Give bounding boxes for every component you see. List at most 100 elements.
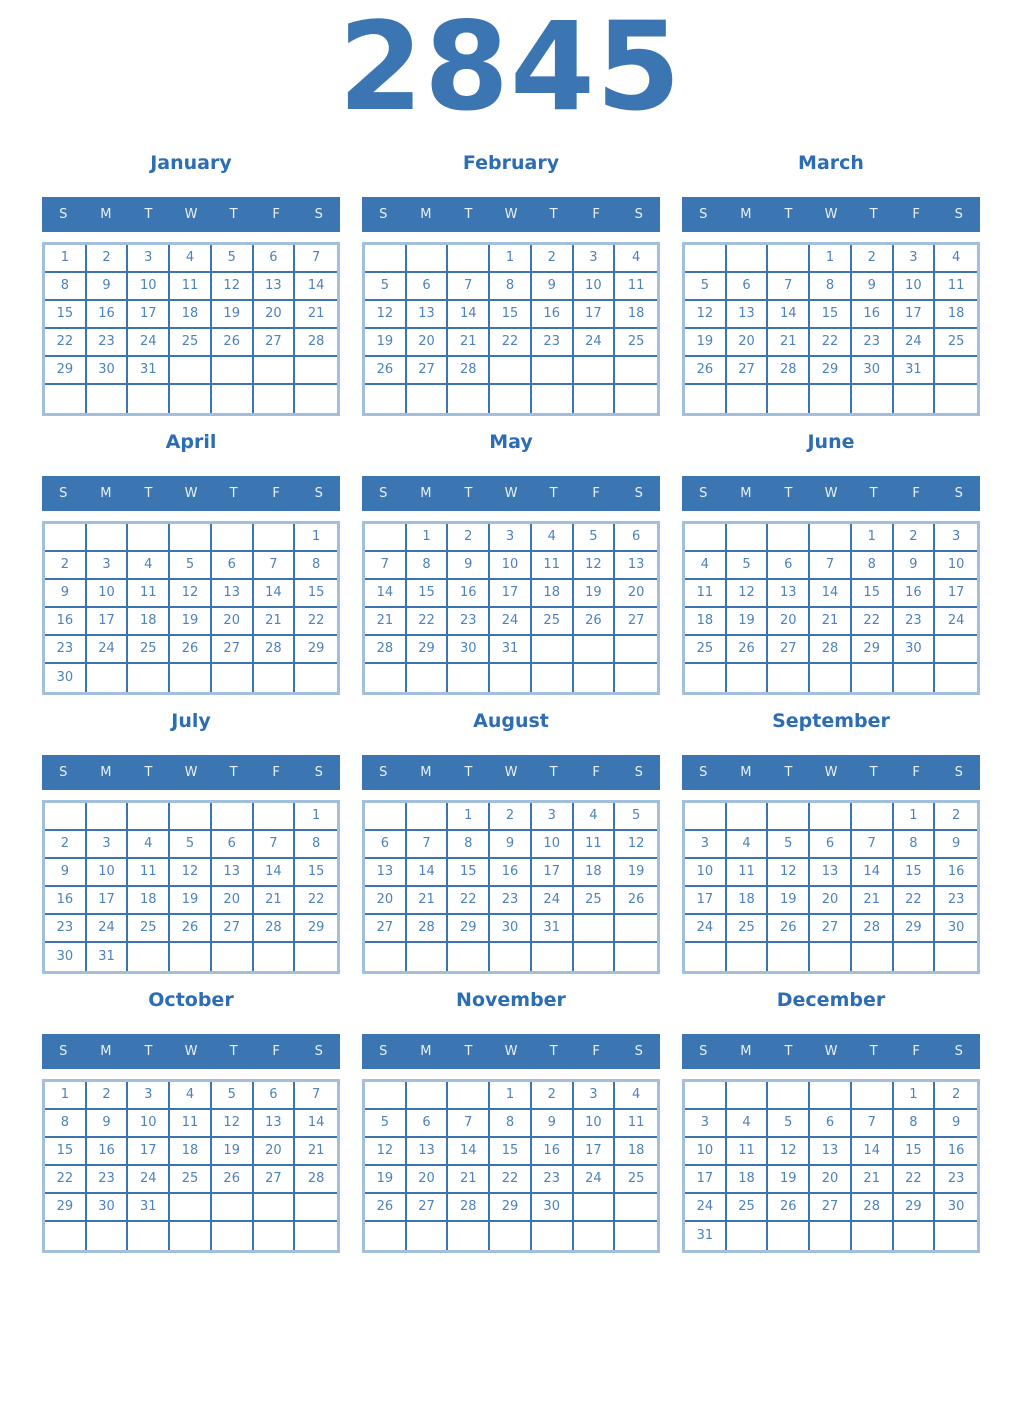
weekday-label: W	[824, 206, 838, 222]
month-september: September S M T W T F S 1 2 3 4 5 6 7 8 9 10 11 12 13 14 15 16 1…	[682, 708, 980, 974]
day-grid: 1 2 3 4 5 6 7 8 9 10 11 12 13 14 15 16 17 18 19 20 21 22 23 24 2…	[42, 799, 340, 974]
day-cell: 18	[170, 300, 212, 329]
day-cell: 8	[893, 830, 936, 859]
day-cell: 25	[128, 914, 171, 943]
day-cell: 26	[211, 328, 254, 357]
weekday-label: T	[464, 764, 473, 780]
day-cell: 10	[490, 551, 532, 580]
day-cell: 23	[893, 607, 936, 636]
day-cell: 10	[128, 272, 171, 301]
day-cell-empty	[768, 663, 811, 692]
day-cell-empty	[574, 384, 616, 413]
day-cell: 14	[253, 579, 296, 608]
day-cell: 10	[685, 1137, 727, 1166]
day-cell: 20	[810, 886, 852, 915]
day-cell: 23	[935, 887, 977, 915]
day-cell-empty	[295, 385, 337, 413]
day-cell: 18	[128, 886, 171, 915]
day-cell: 5	[365, 1109, 407, 1138]
day-cell: 29	[893, 914, 936, 943]
day-cell: 28	[851, 1193, 894, 1222]
day-cell: 4	[128, 830, 171, 859]
day-cell: 27	[726, 356, 769, 385]
day-cell: 6	[253, 1081, 296, 1110]
day-cell: 25	[531, 607, 574, 636]
day-cell-empty	[894, 1221, 936, 1250]
weekday-label: T	[784, 1043, 793, 1059]
day-grid: 1 2 3 4 5 6 7 8 9 10 11 12 13 14 15 16 17 18 19 20 21 22 23 24 2…	[42, 241, 340, 416]
day-cell: 23	[45, 914, 87, 943]
day-cell: 16	[448, 579, 491, 608]
day-cell: 14	[851, 1137, 894, 1166]
day-cell: 29	[295, 915, 337, 943]
weekday-label: T	[229, 485, 238, 501]
day-cell: 11	[128, 858, 171, 887]
day-cell-empty	[212, 942, 254, 971]
weekday-label: M	[420, 206, 432, 222]
day-cell: 6	[768, 551, 811, 580]
day-cell: 24	[893, 328, 936, 357]
month-title: July	[171, 709, 211, 732]
day-cell: 23	[851, 328, 894, 357]
day-cell: 21	[365, 607, 407, 636]
weekday-label: F	[592, 1043, 600, 1059]
day-cell-empty	[295, 1194, 337, 1222]
day-cell: 6	[615, 524, 657, 552]
day-cell: 4	[615, 1082, 657, 1110]
day-cell: 10	[935, 552, 977, 580]
day-cell: 16	[531, 300, 574, 329]
day-cell: 8	[45, 272, 87, 301]
day-cell: 8	[490, 272, 532, 301]
weekday-label: S	[314, 485, 323, 501]
day-cell: 9	[86, 272, 129, 301]
day-cell: 5	[726, 551, 769, 580]
weekday-label: T	[229, 1043, 238, 1059]
weekday-label: F	[912, 206, 920, 222]
day-cell: 22	[448, 886, 491, 915]
day-cell: 17	[86, 607, 129, 636]
day-cell: 28	[365, 635, 407, 664]
day-cell-empty	[615, 664, 657, 692]
day-cell: 22	[851, 607, 894, 636]
day-cell: 22	[893, 886, 936, 915]
day-cell: 15	[45, 300, 87, 329]
weekday-label: T	[869, 206, 878, 222]
day-cell: 21	[406, 886, 449, 915]
day-cell: 13	[726, 300, 769, 329]
day-cell-empty	[685, 523, 727, 552]
day-cell: 5	[211, 244, 254, 273]
day-cell: 19	[365, 328, 407, 357]
day-cell: 10	[128, 1109, 171, 1138]
day-cell: 22	[45, 328, 87, 357]
day-cell: 20	[253, 1137, 296, 1166]
day-cell: 18	[726, 1165, 769, 1194]
day-cell-empty	[573, 635, 616, 664]
day-cell: 2	[490, 802, 532, 831]
day-cell: 25	[128, 635, 171, 664]
day-cell: 4	[726, 830, 769, 859]
day-cell-empty	[768, 942, 811, 971]
day-cell: 28	[406, 914, 449, 943]
day-cell: 9	[935, 1110, 977, 1138]
day-cell-empty	[365, 802, 407, 831]
day-cell-empty	[894, 663, 936, 692]
day-cell: 9	[45, 579, 87, 608]
day-cell: 17	[573, 300, 616, 329]
day-cell-empty	[448, 1081, 491, 1110]
weekday-label: T	[144, 764, 153, 780]
day-cell: 2	[45, 551, 87, 580]
day-cell: 17	[128, 1137, 171, 1166]
day-cell-empty	[685, 663, 727, 692]
day-cell: 19	[211, 300, 254, 329]
day-cell: 16	[45, 886, 87, 915]
day-cell: 28	[768, 356, 811, 385]
weekday-label: T	[869, 1043, 878, 1059]
months-grid: January S M T W T F S 1 2 3 4 5 6 7 8 9 10 11 12 13 14 15 16 17 1…	[0, 150, 1020, 1253]
day-cell: 4	[726, 1109, 769, 1138]
day-cell-empty	[295, 357, 337, 385]
weekday-label: T	[144, 1043, 153, 1059]
day-cell: 22	[406, 607, 449, 636]
day-cell: 26	[211, 1165, 254, 1194]
